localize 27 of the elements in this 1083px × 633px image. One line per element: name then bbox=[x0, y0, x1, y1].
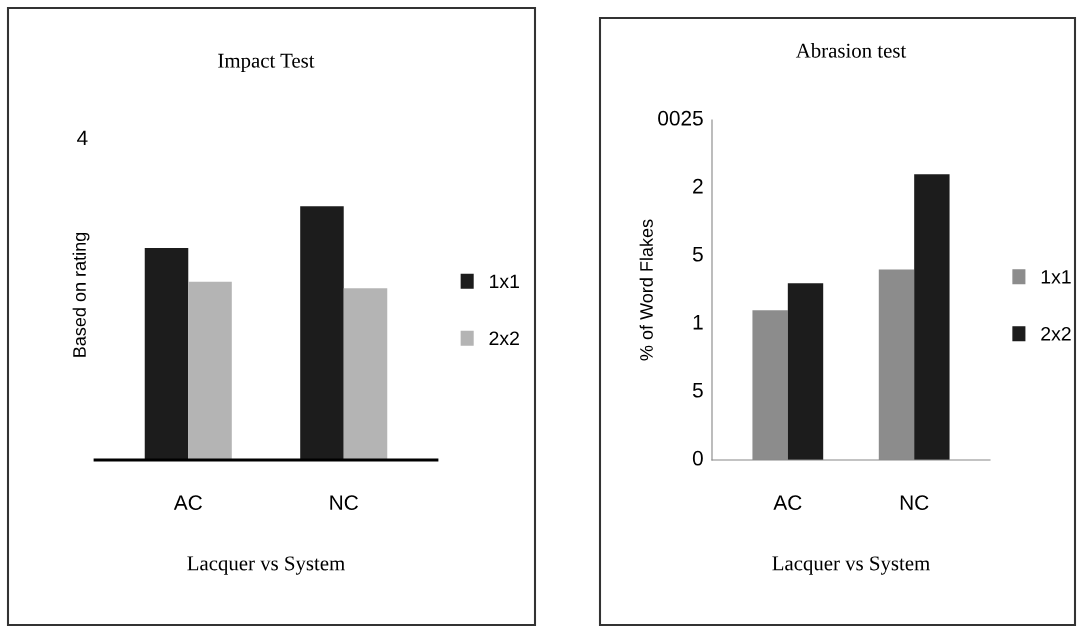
chart-title: Impact Test bbox=[218, 53, 315, 72]
bar bbox=[300, 206, 344, 460]
text: 4 bbox=[77, 130, 88, 146]
text: 5 bbox=[692, 247, 703, 262]
y-axis-title: Based on rating bbox=[72, 232, 90, 357]
text: 0025 bbox=[658, 110, 703, 126]
text: 2 bbox=[693, 178, 703, 194]
x-tick-label: NC bbox=[900, 495, 929, 511]
x-tick-label: AC bbox=[773, 495, 802, 511]
x-tick-label: NC bbox=[330, 495, 358, 511]
bar bbox=[188, 281, 232, 460]
x-axis-title: Lacquer vs System bbox=[187, 556, 345, 575]
chart-title: Abrasion test bbox=[795, 43, 907, 58]
y-axis-title: % of Word Flakes bbox=[639, 219, 653, 361]
bar bbox=[144, 248, 189, 460]
legend-label: 2x2 bbox=[489, 331, 519, 346]
text: 5 bbox=[692, 383, 703, 398]
bar bbox=[787, 283, 824, 460]
text: 0 bbox=[692, 450, 703, 466]
bar bbox=[343, 288, 388, 460]
legend-label: 1x1 bbox=[1041, 270, 1071, 284]
bar bbox=[914, 174, 950, 460]
legend-label: 1x1 bbox=[490, 274, 519, 289]
text: 1 bbox=[693, 315, 703, 330]
x-axis-title: Lacquer vs System bbox=[772, 556, 930, 575]
legend-label: 2x2 bbox=[1041, 326, 1071, 341]
x-tick-label: AC bbox=[173, 495, 202, 511]
